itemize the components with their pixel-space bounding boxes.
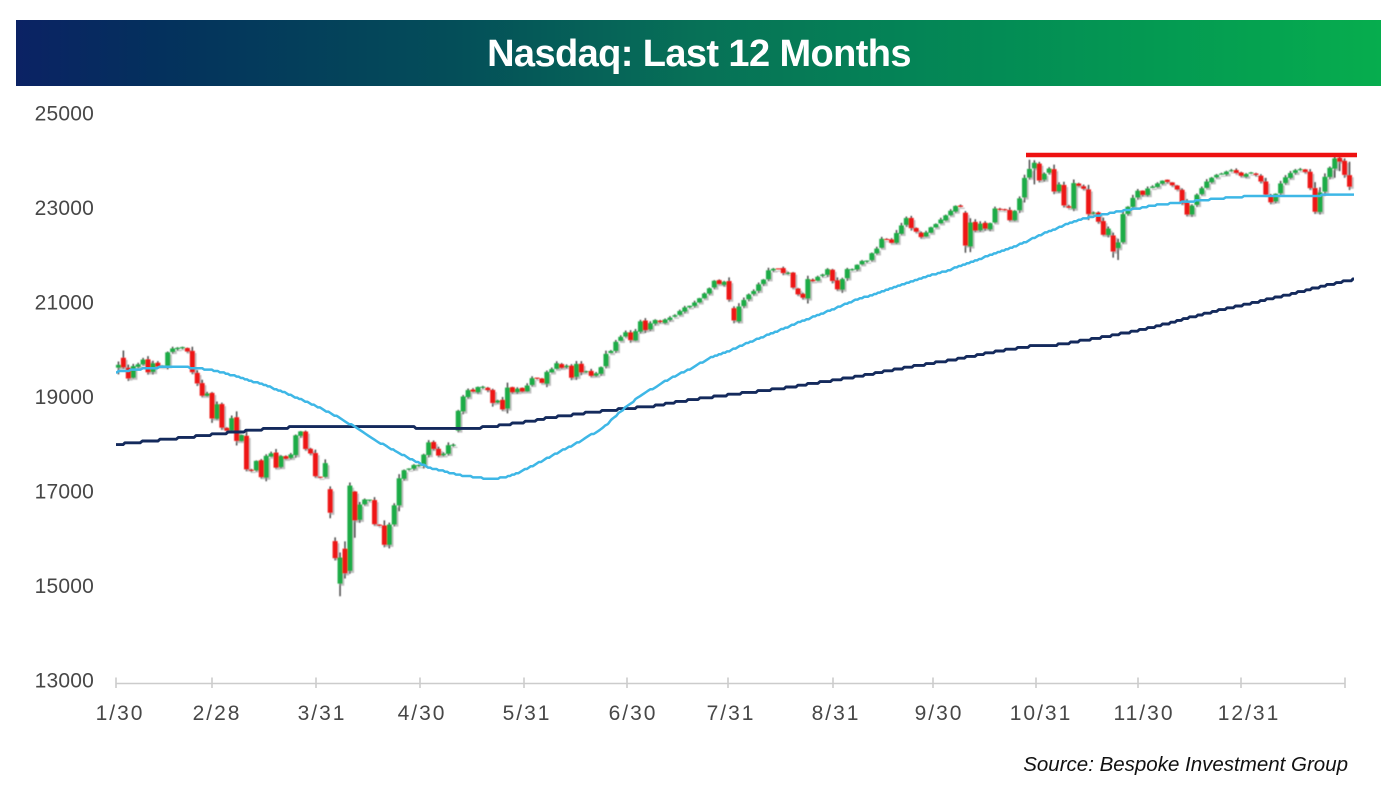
svg-text:9/30: 9/30 <box>915 702 964 725</box>
svg-text:3/31: 3/31 <box>298 702 347 725</box>
svg-text:1/30: 1/30 <box>96 702 145 725</box>
svg-text:25000: 25000 <box>35 103 94 126</box>
svg-text:5/31: 5/31 <box>503 702 552 725</box>
svg-text:15000: 15000 <box>35 575 94 598</box>
svg-text:11/30: 11/30 <box>1114 702 1175 725</box>
svg-text:6/30: 6/30 <box>609 702 658 725</box>
svg-text:13000: 13000 <box>35 670 94 693</box>
svg-text:8/31: 8/31 <box>812 702 861 725</box>
svg-text:17000: 17000 <box>35 481 94 504</box>
svg-text:10/31: 10/31 <box>1010 702 1073 725</box>
svg-text:2/28: 2/28 <box>193 702 242 725</box>
svg-text:7/31: 7/31 <box>707 702 756 725</box>
svg-text:Source: Bespoke Investment Gro: Source: Bespoke Investment Group <box>1023 753 1348 776</box>
svg-text:23000: 23000 <box>35 197 94 220</box>
svg-text:4/30: 4/30 <box>398 702 447 725</box>
svg-text:19000: 19000 <box>35 386 94 409</box>
svg-text:Nasdaq: Last 12 Months: Nasdaq: Last 12 Months <box>487 33 911 75</box>
svg-text:12/31: 12/31 <box>1218 702 1281 725</box>
svg-text:21000: 21000 <box>35 292 94 315</box>
